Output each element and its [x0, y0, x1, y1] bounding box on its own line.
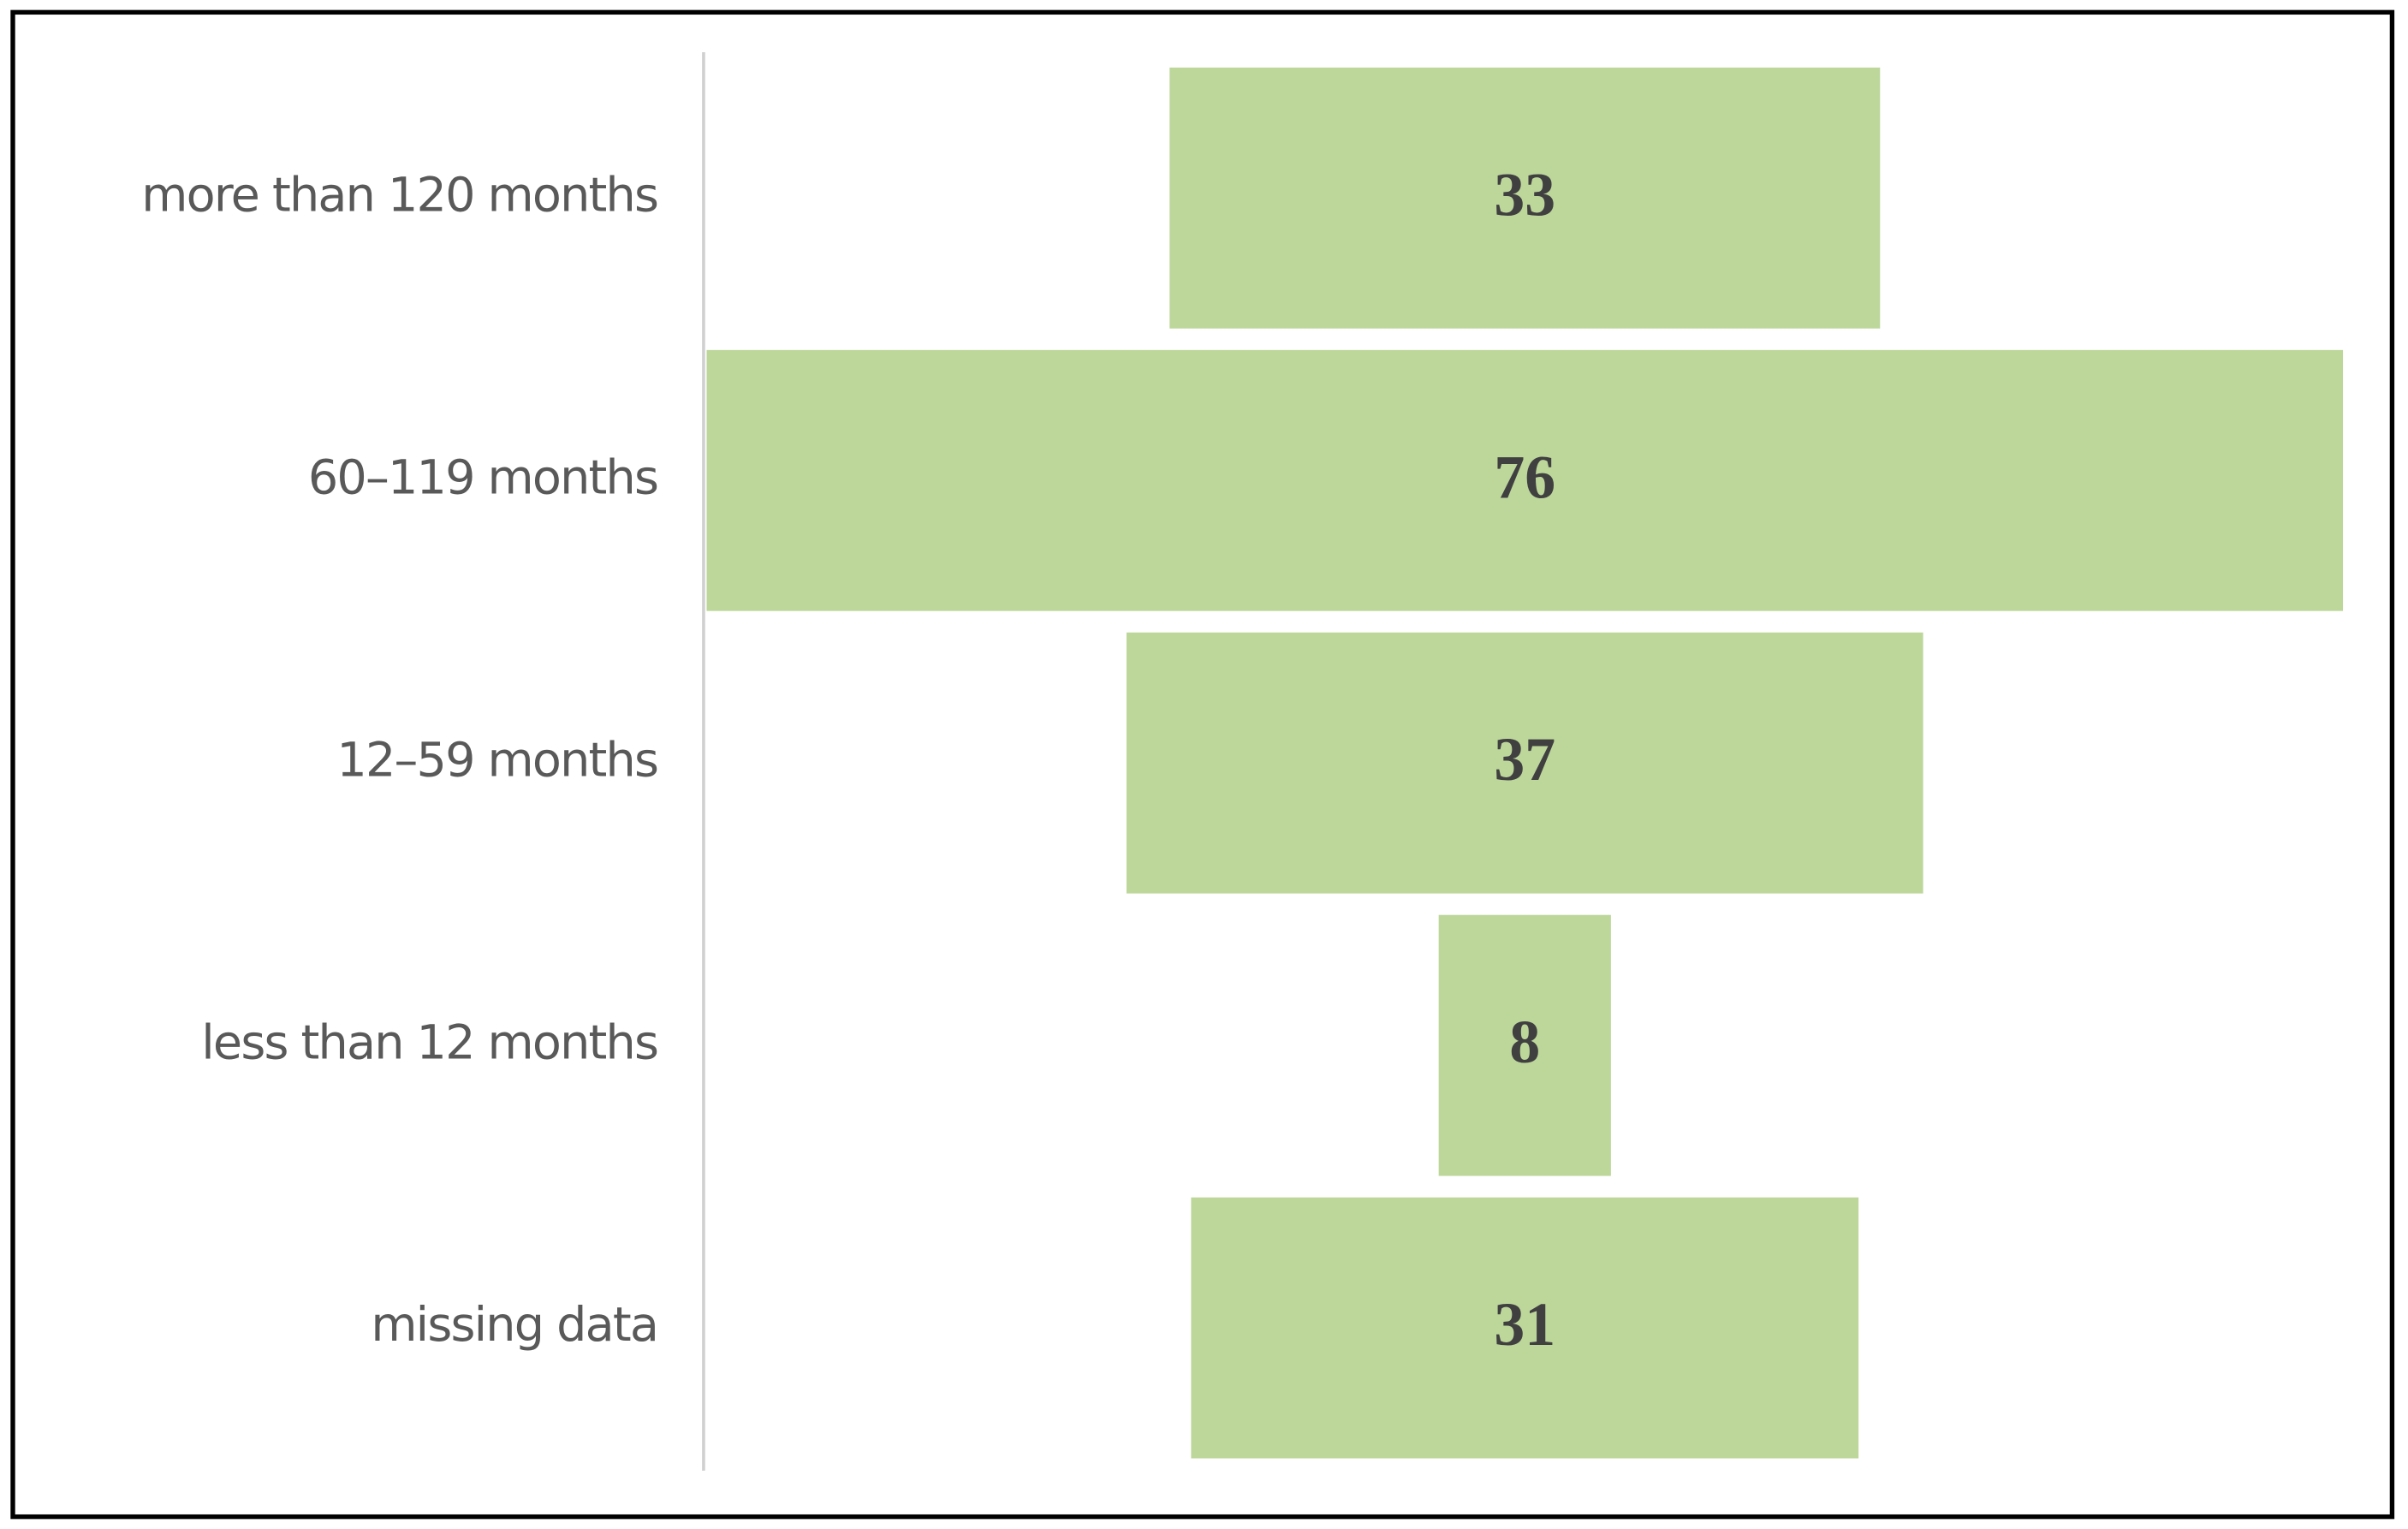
- value-label: 31: [1494, 1290, 1555, 1359]
- category-label: less than 12 months: [201, 1014, 657, 1070]
- funnel-bar: [1191, 1197, 1859, 1459]
- category-label: more than 120 months: [141, 167, 657, 223]
- funnel-bar: [1438, 914, 1611, 1176]
- value-label: 76: [1494, 443, 1555, 511]
- chart-border: [10, 9, 2395, 1520]
- funnel-bar: [1126, 632, 1923, 894]
- value-label: 33: [1494, 160, 1555, 229]
- value-label: 8: [1509, 1008, 1540, 1076]
- category-label: 12–59 months: [336, 732, 657, 788]
- category-label: 60–119 months: [308, 449, 657, 505]
- funnel-bar: [1169, 67, 1881, 329]
- category-label: missing data: [371, 1297, 657, 1353]
- funnel-bar: [706, 349, 2344, 611]
- value-label: 37: [1494, 725, 1555, 794]
